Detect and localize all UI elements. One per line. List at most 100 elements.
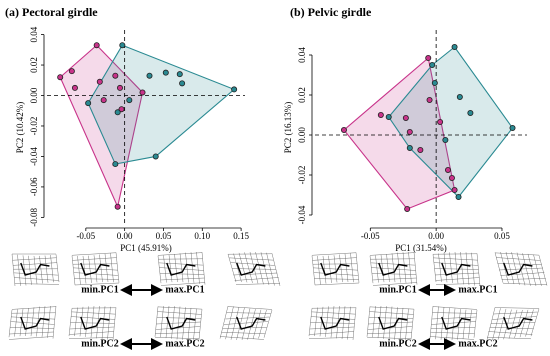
grid-stroke [497,308,507,340]
grid-stroke [511,252,520,285]
grid-stroke [397,252,401,283]
x-tick-label: 0.00 [428,231,444,241]
grid-stroke [198,309,203,340]
grid-stroke [367,326,413,330]
grid-stroke [79,306,84,337]
deformation-grid [366,305,415,341]
point [126,97,133,104]
grid-stroke [68,337,114,339]
grid-stroke [408,251,412,284]
y-axis-label: PC2 (16.13%) [283,102,293,154]
chart-title: (b) Pelvic girdle [290,5,372,19]
y-tick-label: 0.04 [29,26,39,42]
grid-stroke [333,255,338,283]
grid-stroke [451,308,456,340]
grid-stroke [12,262,58,266]
grid-stroke [13,272,59,276]
y-tick-label: -0.04 [29,147,39,166]
grid-stroke [71,311,116,315]
grid-stroke [490,322,536,324]
deformation-grid [157,251,206,286]
deformation-grid [311,252,360,286]
grid-stroke [10,316,56,320]
grid-stroke [328,255,332,283]
grid-stroke [527,253,537,287]
grid-stroke [432,312,477,314]
grid-stroke [52,306,57,339]
y-tick-label: -0.02 [29,117,39,136]
grid-stroke [110,253,114,283]
grid-stroke [101,306,106,340]
grid-stroke [462,309,467,340]
grid-stroke [88,255,92,283]
point [431,80,438,87]
grid-stroke [226,312,271,314]
grid-stroke [112,307,117,340]
point [509,125,516,132]
point [114,109,121,116]
grid-stroke [319,306,324,337]
y-tick-label: -0.06 [29,177,39,196]
grid-stroke [522,253,531,286]
grid-stroke [350,253,354,283]
grid-stroke [225,306,234,340]
grid-stroke [85,306,89,337]
bone-outline [236,316,266,330]
grid-stroke [405,308,409,340]
grid-stroke [465,252,470,286]
grid-stroke [311,311,356,315]
y-tick-label: -0.02 [297,166,307,185]
y-tick-label: 0.04 [297,47,307,63]
grid-stroke [312,257,357,261]
bone-outline [20,316,50,330]
point [437,119,444,126]
grid-stroke [10,321,55,325]
y-tick-label: 0.00 [29,87,39,103]
deformation-grid [154,305,203,341]
grid-stroke [160,306,164,338]
grid-stroke [372,306,376,338]
grid-stroke [159,267,204,271]
grid-stroke [399,307,404,341]
grid-stroke [313,272,359,276]
grid-stroke [468,309,472,339]
grid-stroke [187,307,192,341]
grid-stroke [244,252,253,283]
grid-stroke [185,252,189,283]
y-tick-label: 0.00 [297,127,307,143]
grid-stroke [252,309,262,340]
grid-stroke [44,255,49,283]
bone-outline [378,262,408,276]
annotation: max.PC1 [458,284,497,295]
deformation-grid [494,251,548,287]
grid-stroke [341,306,346,340]
grid-stroke [25,308,29,337]
grid-stroke [501,278,546,280]
point [451,186,458,193]
grid-stroke [9,331,54,335]
grid-stroke [429,306,434,339]
grid-stroke [41,306,46,338]
grid-stroke [82,255,87,284]
grid-stroke [171,306,175,339]
grid-stroke [435,277,480,281]
grid-stroke [28,255,32,285]
point [100,97,107,104]
grid-stroke [325,306,329,337]
grid-stroke [352,307,357,340]
point [456,94,463,101]
bone-outline [320,316,350,330]
grid-stroke [263,309,273,338]
x-tick-label: -0.05 [361,231,380,241]
grid-stroke [402,252,407,284]
grid-stroke [39,255,43,284]
grid-stroke [115,252,120,283]
grid-stroke [503,309,512,340]
point [68,68,75,75]
grid-stroke [446,307,450,340]
grid-stroke [494,252,504,283]
deformation-grid [308,306,357,340]
grid-stroke [317,255,321,285]
deformation-grid [432,252,481,286]
grid-stroke [8,309,13,338]
